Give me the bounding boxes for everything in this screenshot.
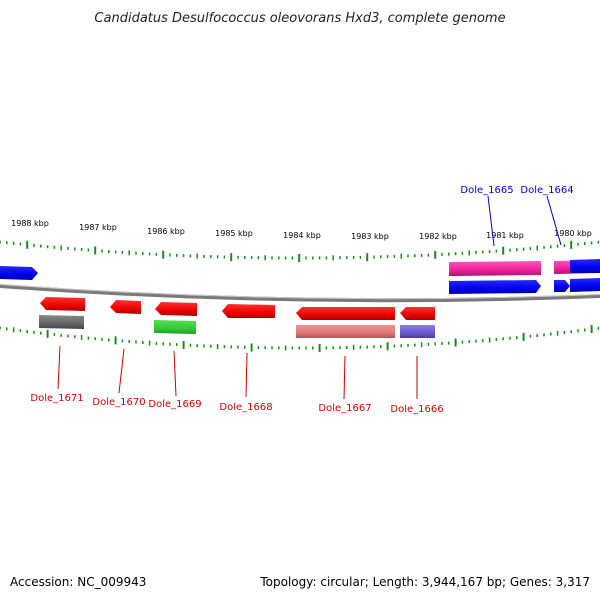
- gene-forward-right-edge[interactable]: [570, 278, 600, 292]
- scale-label-1986: 1986 kbp: [147, 227, 185, 236]
- upper-scale-ticks: [0, 240, 600, 262]
- gene-forward-left-edge[interactable]: [0, 266, 38, 280]
- scale-label-1984: 1984 kbp: [283, 231, 321, 240]
- label-dole-1670[interactable]: Dole_1670: [92, 397, 145, 408]
- gene-dole-1666-lower[interactable]: [400, 325, 435, 338]
- genome-backbone-highlight: [0, 284, 600, 300]
- label-dole-1668[interactable]: Dole_1668: [219, 402, 272, 413]
- scale-labels: 1988 kbp 1987 kbp 1986 kbp 1985 kbp 1984…: [11, 219, 592, 241]
- leader-dole-1669: [173, 350, 177, 397]
- gene-dole-1667[interactable]: [296, 307, 395, 320]
- gene-dole-1664-upper-blue[interactable]: [570, 259, 600, 273]
- forward-gene-labels: Dole_1665 Dole_1664: [460, 185, 574, 247]
- gene-dole-1665[interactable]: [449, 280, 541, 294]
- lower-scale-ticks: [0, 325, 600, 352]
- label-dole-1664[interactable]: Dole_1664: [520, 185, 573, 196]
- gene-dole-1671-lower[interactable]: [39, 315, 84, 329]
- gene-dole-1665-upper[interactable]: [449, 261, 541, 276]
- reverse-gene-labels: Dole_1671 Dole_1670 Dole_1669 Dole_1668 …: [30, 345, 444, 415]
- gene-dole-1668[interactable]: [222, 304, 275, 318]
- leader-dole-1671: [57, 345, 61, 390]
- gene-dole-1667-lower[interactable]: [296, 325, 395, 338]
- gene-dole-1664[interactable]: [554, 280, 570, 292]
- scale-label-1982: 1982 kbp: [419, 232, 457, 241]
- scale-label-1983: 1983 kbp: [351, 232, 389, 241]
- scale-label-1981: 1981 kbp: [486, 231, 524, 240]
- gene-dole-1670[interactable]: [110, 300, 141, 314]
- genome-backbone: [0, 284, 600, 303]
- leader-dole-1667: [343, 355, 346, 400]
- scale-label-1980: 1980 kbp: [554, 229, 592, 238]
- leader-dole-1665: [487, 195, 495, 247]
- forward-strand-genes: [0, 259, 600, 294]
- leader-dole-1670: [118, 348, 125, 394]
- gene-dole-1669-lower[interactable]: [154, 320, 196, 334]
- gene-dole-1671[interactable]: [40, 297, 85, 311]
- gene-dole-1666[interactable]: [400, 307, 435, 320]
- leader-dole-1664: [546, 195, 562, 246]
- genome-summary-text: Topology: circular; Length: 3,944,167 bp…: [260, 575, 590, 589]
- scale-label-1985: 1985 kbp: [215, 229, 253, 238]
- gene-dole-1669[interactable]: [155, 302, 197, 316]
- label-dole-1671[interactable]: Dole_1671: [30, 393, 83, 404]
- label-dole-1667[interactable]: Dole_1667: [318, 403, 371, 414]
- scale-label-1988: 1988 kbp: [11, 219, 49, 228]
- label-dole-1665[interactable]: Dole_1665: [460, 185, 513, 196]
- label-dole-1666[interactable]: Dole_1666: [390, 404, 443, 415]
- scale-label-1987: 1987 kbp: [79, 223, 117, 232]
- genome-title: Candidatus Desulfococcus oleovorans Hxd3…: [94, 11, 505, 26]
- reverse-strand-genes: [39, 297, 435, 338]
- accession-text: Accession: NC_009943: [10, 575, 147, 589]
- label-dole-1669[interactable]: Dole_1669: [148, 399, 201, 410]
- leader-dole-1668: [245, 352, 248, 398]
